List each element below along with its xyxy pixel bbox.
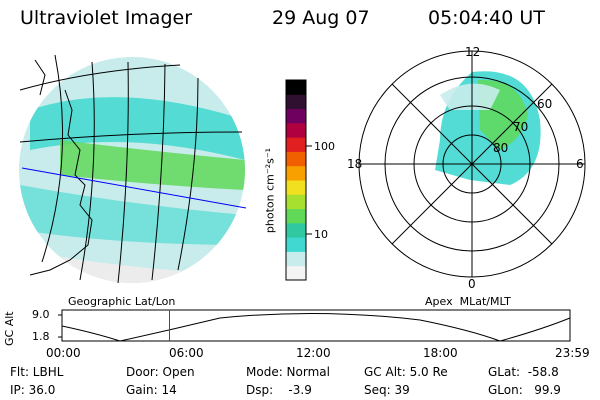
time-label: 05:04:40 UT bbox=[428, 7, 545, 29]
color-bar-cell bbox=[286, 208, 306, 224]
color-bar-cell bbox=[286, 108, 306, 124]
date-label: 29 Aug 07 bbox=[272, 7, 370, 29]
color-bar-cell bbox=[286, 94, 306, 110]
color-bar-cell bbox=[286, 165, 306, 181]
ip-status: IP: 36.0 bbox=[10, 383, 56, 397]
auroral-oval-edge bbox=[440, 83, 500, 110]
mlt-label-12: 12 bbox=[465, 45, 481, 59]
colorbar-label-100: 100 bbox=[314, 140, 335, 153]
timeline-xtick-0600: 06:00 bbox=[169, 346, 204, 360]
mlt-label-0: 0 bbox=[468, 277, 476, 291]
geographic-image bbox=[19, 54, 247, 284]
color-bar-cell bbox=[286, 222, 306, 238]
instrument-title: Ultraviolet Imager bbox=[20, 7, 193, 29]
mlat-label-80: 80 bbox=[493, 141, 509, 155]
color-bar-cell bbox=[286, 265, 306, 281]
timeline-ytick-1.8: 1.8 bbox=[32, 330, 50, 343]
altitude-curve bbox=[61, 312, 571, 342]
timeline-xtick-1200: 12:00 bbox=[296, 346, 331, 360]
dsp-status: Dsp: -3.9 bbox=[246, 383, 312, 397]
filter-status: Flt: LBHL bbox=[10, 365, 64, 379]
apex-title: Apex MLat/MLT bbox=[425, 295, 511, 308]
auroral-band-upper bbox=[30, 97, 245, 160]
mlat-label-70: 70 bbox=[513, 120, 529, 134]
day-night-terminator bbox=[21, 167, 247, 209]
color-bar-cell bbox=[286, 137, 306, 152]
glon-status: GLon: 99.9 bbox=[488, 383, 561, 397]
gain-status: Gain: 14 bbox=[126, 383, 177, 397]
timeline-axis-label: GC Alt bbox=[3, 311, 16, 346]
coastline-north bbox=[34, 59, 46, 96]
auroral-band-lower bbox=[20, 185, 245, 245]
mlt-label-18: 18 bbox=[347, 157, 363, 171]
lat-lon-grid bbox=[19, 54, 243, 284]
geographic-title: Geographic Lat/Lon bbox=[68, 295, 176, 308]
polar-grid bbox=[358, 50, 586, 278]
color-bar-cell bbox=[286, 194, 306, 210]
glat-status: GLat: -58.8 bbox=[488, 365, 559, 379]
timeline-xtick-2359: 23:59 bbox=[555, 346, 590, 360]
coastline bbox=[29, 89, 93, 276]
color-bar-cells bbox=[286, 80, 306, 281]
door-status: Door: Open bbox=[126, 365, 195, 379]
polar-plot bbox=[358, 50, 586, 278]
timeline-frame bbox=[61, 309, 571, 342]
timeline-xtick-0000: 00:00 bbox=[46, 346, 81, 360]
timeline-ytick-9: 9.0 bbox=[32, 308, 50, 321]
color-bar-cell bbox=[286, 122, 306, 138]
color-bar bbox=[285, 79, 312, 281]
color-bar-cell bbox=[286, 237, 306, 252]
color-bar-cell bbox=[286, 180, 306, 195]
gc-alt-status: GC Alt: 5.0 Re bbox=[364, 365, 448, 379]
auroral-band-green bbox=[60, 140, 245, 190]
colorbar-unit-label: photon cm⁻²s⁻¹ bbox=[263, 147, 277, 234]
mode-status: Mode: Normal bbox=[246, 365, 330, 379]
timeline-xtick-1800: 18:00 bbox=[423, 346, 458, 360]
mlat-label-60: 60 bbox=[537, 97, 553, 111]
colorbar-label-10: 10 bbox=[314, 228, 328, 241]
orbit-timeline bbox=[58, 309, 571, 342]
dayside-glow-fade bbox=[20, 250, 245, 283]
color-bar-cell bbox=[286, 80, 306, 95]
seq-status: Seq: 39 bbox=[364, 383, 410, 397]
mlt-label-6: 6 bbox=[576, 157, 584, 171]
color-bar-cell bbox=[286, 251, 306, 267]
color-bar-cell bbox=[286, 151, 306, 167]
